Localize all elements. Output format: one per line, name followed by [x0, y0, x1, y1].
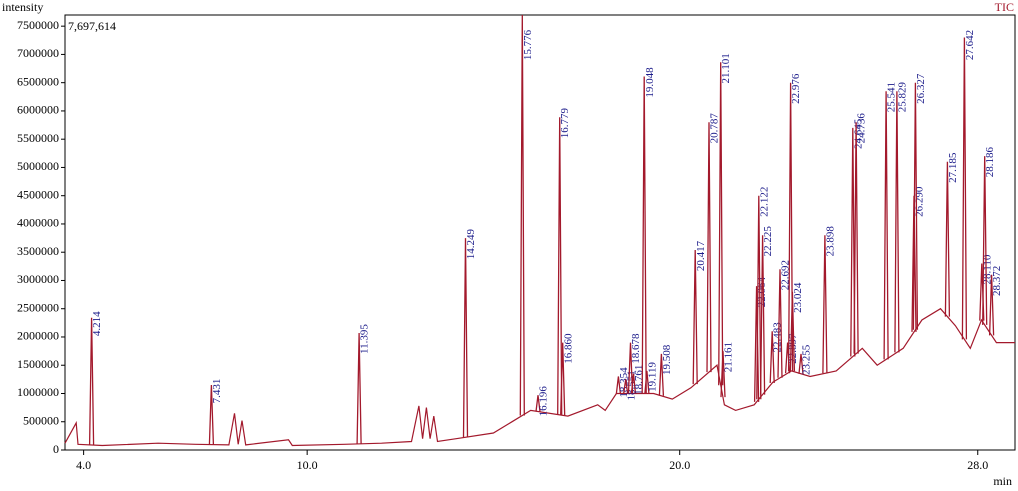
peak [692, 249, 698, 385]
peak-label: 27.642 [964, 30, 976, 60]
peak [961, 37, 968, 340]
peak-label: 19.048 [644, 67, 656, 98]
peak [777, 269, 783, 378]
peak [88, 317, 95, 446]
peak [356, 332, 362, 444]
peak-label: 22.122 [758, 187, 770, 217]
peak [623, 379, 629, 394]
y-tick-label: 4000000 [17, 216, 59, 230]
x-axis-label: min [993, 474, 1012, 488]
peak-label: 26.327 [915, 73, 927, 104]
y-tick-label: 4500000 [17, 187, 59, 201]
peak [208, 384, 215, 445]
y-tick-label: 3000000 [17, 272, 59, 286]
peak [535, 395, 541, 412]
peak-label: 21.161 [722, 342, 734, 372]
peak [822, 235, 828, 374]
peak [789, 291, 796, 372]
peak [912, 82, 919, 330]
peak-label: 23.024 [792, 282, 804, 313]
y-tick-label: 5500000 [17, 131, 59, 145]
x-tick-label: 28.0 [967, 458, 988, 472]
peak-label: 25.541 [886, 82, 898, 112]
peak-label: 16.779 [559, 108, 571, 139]
plot-frame [64, 14, 1016, 451]
peak-label: 24.736 [856, 113, 868, 144]
peak-label: 19.119 [646, 361, 658, 391]
peak-label: 14.249 [465, 228, 477, 259]
peak-label: 20.417 [695, 240, 707, 271]
y-tick-label: 6000000 [17, 103, 59, 117]
y-tick-label: 7500000 [17, 18, 59, 32]
y-tick-label: 5000000 [17, 159, 59, 173]
x-tick-label: 20.0 [669, 458, 690, 472]
peak [753, 286, 760, 402]
peak [630, 373, 637, 394]
y-tick-label: 7000000 [17, 46, 59, 60]
peak-label: 22.976 [790, 73, 802, 104]
peak-label: 16.196 [538, 386, 550, 417]
peak-label: 7.431 [211, 379, 223, 404]
peak-label: 19.508 [661, 344, 673, 375]
peak-label: 22.692 [780, 260, 792, 290]
peak-label: 18.678 [630, 333, 642, 364]
y-axis-label: intensity [2, 0, 43, 14]
y-tick-label: 1500000 [17, 357, 59, 371]
peak [615, 376, 622, 394]
peak [718, 62, 724, 386]
peak-label: 23.255 [801, 344, 813, 375]
peak [658, 353, 665, 396]
peak [853, 122, 859, 354]
peak-label: 21.101 [720, 53, 732, 83]
peak [769, 331, 775, 384]
peak [787, 82, 794, 372]
peak-label: 27.185 [947, 152, 959, 183]
peak [462, 238, 469, 438]
y-tick-label: 6500000 [17, 74, 59, 88]
peak-label: 18.761 [633, 365, 645, 395]
y-tick-label: 1000000 [17, 385, 59, 399]
x-tick-label: 4.0 [76, 458, 91, 472]
x-tick-label: 10.0 [297, 458, 318, 472]
peak-label: 16.860 [562, 333, 574, 364]
peak-label: 28.186 [984, 147, 996, 178]
peak-label: 22.225 [762, 226, 774, 257]
peak [557, 117, 563, 415]
peak [720, 351, 726, 398]
peak-label: 23.898 [824, 226, 836, 257]
peak-label: 20.787 [709, 113, 721, 144]
y-tick-label: 2500000 [17, 300, 59, 314]
max-intensity: 7,697,614 [68, 19, 116, 33]
peak-label: 26.290 [914, 186, 926, 217]
peak [982, 156, 988, 325]
peak-label: 15.776 [522, 29, 534, 60]
peak-label: 11.395 [359, 324, 371, 354]
y-tick-label: 2000000 [17, 329, 59, 343]
y-tick-label: 3500000 [17, 244, 59, 258]
y-tick-label: 500000 [23, 413, 59, 427]
peak [706, 122, 712, 373]
peak-label: 28.110 [981, 254, 993, 284]
peak [988, 274, 995, 336]
peak-label: 25.829 [896, 82, 908, 113]
peak [798, 353, 804, 374]
y-tick-label: 0 [53, 442, 59, 456]
peak [944, 161, 951, 317]
peak [519, 14, 525, 416]
peak [756, 195, 762, 400]
peak [641, 76, 647, 394]
peak [644, 370, 650, 394]
peak [759, 235, 766, 395]
peak [894, 91, 900, 353]
peak [627, 342, 634, 394]
peak-label: 28.372 [991, 266, 1003, 296]
peak [560, 342, 566, 416]
trace-label: TIC [995, 0, 1014, 14]
peak [883, 91, 889, 360]
peak-label: 4.214 [91, 311, 103, 336]
trace-line [64, 307, 1015, 447]
